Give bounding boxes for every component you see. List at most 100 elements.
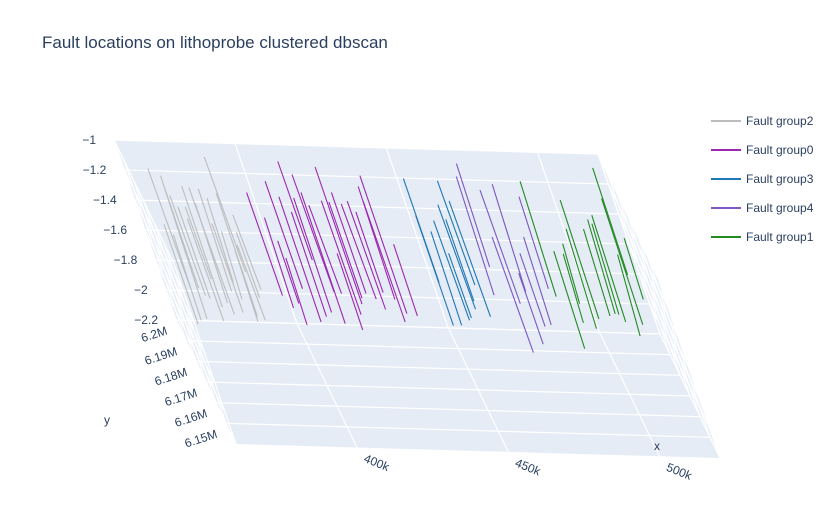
fault-segment	[562, 253, 584, 324]
legend-item[interactable]: Fault group4	[711, 193, 813, 222]
legend-swatch	[711, 235, 741, 238]
fault-segment	[320, 200, 362, 315]
fault-segment	[211, 223, 244, 313]
fault-segment	[328, 201, 363, 299]
legend-label: Fault group4	[746, 200, 814, 215]
z-tick-label: −1	[82, 133, 96, 147]
fault-segment	[559, 199, 600, 320]
series-fault-group2	[147, 156, 266, 325]
fault-segment	[278, 196, 322, 323]
fault-segment	[277, 161, 313, 261]
fault-segment	[519, 181, 557, 297]
fault-segment	[491, 236, 534, 353]
box-edge	[113, 139, 175, 265]
fault-segment	[355, 211, 384, 293]
fault-segment	[491, 184, 527, 292]
gridline-y	[195, 360, 681, 376]
legend-label: Fault group1	[746, 229, 814, 244]
fault-segment	[591, 215, 627, 323]
fault-segment	[346, 200, 387, 310]
legend-item[interactable]: Fault group0	[711, 135, 813, 164]
fault-segment	[300, 192, 346, 324]
fault-segment	[264, 181, 304, 289]
box-edge	[113, 139, 599, 155]
legend-swatch	[711, 206, 741, 209]
fault-segment	[479, 189, 521, 304]
fault-segment	[177, 206, 211, 299]
legend: Fault group2 Fault group0 Fault group3 Faul…	[711, 106, 813, 251]
y-tick-label: 6.16M	[173, 406, 209, 430]
y-axis-title: y	[104, 413, 110, 427]
series-fault-group4	[455, 163, 552, 353]
box-edge	[657, 277, 721, 459]
fault-segment	[601, 198, 644, 325]
fault-segment	[518, 196, 549, 289]
fault-segment	[293, 197, 333, 313]
x-axis-title: x	[654, 439, 660, 453]
z-tick-label: −2.2	[134, 313, 158, 327]
fault-segment	[184, 206, 212, 280]
z-tick-label: −1.4	[93, 193, 117, 207]
x-tick-label: 400k	[362, 451, 392, 474]
fault-segment	[220, 231, 243, 300]
legend-swatch	[711, 148, 741, 151]
fault-segment	[181, 185, 223, 308]
z-tick-label: −1.6	[103, 223, 127, 237]
gridline-y	[215, 402, 701, 418]
legend-swatch	[711, 177, 741, 180]
fault-segment	[236, 244, 266, 321]
fault-segment	[455, 176, 495, 296]
gridline-y	[143, 201, 207, 383]
gridline-y	[185, 340, 671, 356]
gridline-y	[163, 243, 227, 424]
gridline-x	[234, 143, 298, 324]
z-tick-label: −2	[134, 283, 148, 297]
fault-segment	[445, 219, 475, 302]
gridline-y	[225, 422, 711, 438]
legend-item[interactable]: Fault group2	[711, 106, 813, 135]
gridline-z	[124, 169, 609, 185]
gridline-y	[205, 381, 691, 397]
legend-label: Fault group3	[746, 171, 814, 186]
fault-segment	[147, 168, 192, 290]
fault-segment	[285, 257, 308, 326]
gridline-y	[647, 257, 711, 438]
fault-segment	[553, 250, 586, 349]
box-edge	[113, 139, 177, 321]
y-tick-label: 6.18M	[153, 365, 189, 389]
fault-segment	[232, 214, 262, 290]
legend-item[interactable]: Fault group3	[711, 164, 813, 193]
fault-segment	[291, 174, 335, 293]
series-fault-group0	[246, 161, 418, 331]
legend-item[interactable]: Fault group1	[711, 222, 813, 251]
gridline-y	[607, 174, 671, 355]
fault-segment	[357, 186, 396, 300]
fault-segment	[591, 223, 620, 315]
box-edge	[597, 153, 659, 279]
fault-segment	[206, 197, 234, 283]
gridline-y	[133, 181, 197, 362]
fault-segment	[169, 195, 207, 296]
fault-segment	[617, 254, 641, 337]
legend-label: Fault group0	[746, 142, 814, 157]
fault-segment	[290, 211, 328, 317]
fault-segment	[330, 192, 367, 294]
z-tick-label: −1.8	[114, 253, 138, 267]
fault-segment	[235, 232, 261, 299]
fault-segment	[314, 166, 363, 305]
fault-segment	[359, 175, 408, 314]
fault-segment	[263, 217, 295, 309]
box-edge	[173, 263, 237, 445]
gridline-x	[385, 147, 449, 329]
fault-segment	[430, 231, 463, 326]
fault-segment	[197, 188, 233, 292]
series-fault-group3	[402, 178, 492, 326]
gridline-y	[637, 236, 701, 417]
fault-segment	[246, 192, 284, 296]
legend-label: Fault group2	[746, 113, 814, 128]
fault-segment	[362, 201, 406, 323]
legend-swatch	[711, 119, 741, 122]
fault-segment	[215, 192, 258, 317]
gridline-y	[123, 160, 187, 341]
